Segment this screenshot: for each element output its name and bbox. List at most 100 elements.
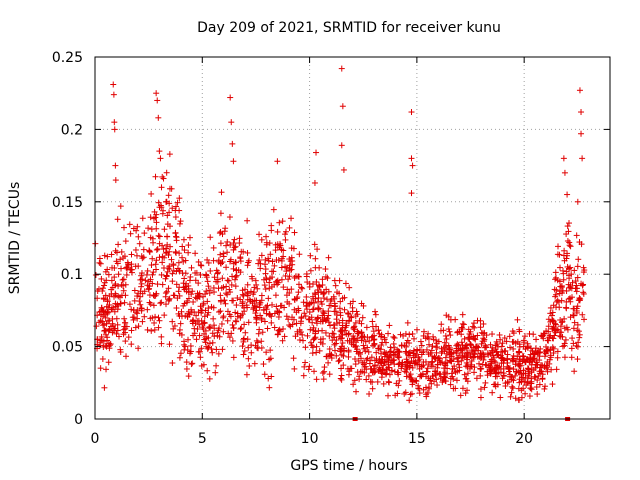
data-point [271,281,278,288]
data-point [318,301,325,308]
data-point [444,365,451,372]
data-point [217,251,224,258]
data-point [227,241,234,248]
data-point [312,328,319,335]
data-point [213,267,220,274]
data-point [430,336,437,343]
data-point [578,109,585,116]
data-point [216,309,223,316]
data-point [224,308,231,315]
data-point [462,344,469,351]
data-point [504,351,511,358]
data-point [151,208,158,215]
data-point [457,346,464,353]
data-point [241,321,248,328]
data-point [395,361,402,368]
data-point [156,317,163,324]
data-point [477,324,484,331]
data-point [303,270,310,277]
data-point [446,346,453,353]
data-point [243,371,250,378]
data-point [182,257,189,264]
data-point [274,307,281,314]
data-point [386,322,393,329]
data-point [567,284,574,291]
data-point [406,397,413,404]
data-point [464,363,471,370]
data-point [299,285,306,292]
data-point [385,378,392,385]
data-point [185,310,192,317]
data-point [155,232,162,239]
data-point [339,295,346,302]
data-point [413,351,420,358]
data-point [212,369,219,376]
data-point [290,316,297,323]
data-point [360,361,367,368]
data-point [570,325,577,332]
data-point [461,371,468,378]
data-point [205,283,212,290]
data-point [444,370,451,377]
data-point [228,281,235,288]
data-point [558,297,565,304]
data-point [150,269,157,276]
data-point [398,365,405,372]
data-point [181,346,188,353]
data-point [131,287,138,294]
data-point [492,381,499,388]
data-point [337,346,344,353]
data-point [331,277,338,284]
data-point [211,274,218,281]
data-point [313,349,320,356]
data-point [464,370,471,377]
data-point [541,353,548,360]
data-point [308,314,315,321]
data-point [445,342,452,349]
data-point [536,357,543,364]
data-point [580,269,587,276]
data-point [95,286,102,293]
data-point [566,265,573,272]
data-point [253,316,260,323]
data-point [476,360,483,367]
data-point [426,341,433,348]
data-point [281,304,288,311]
data-point [300,299,307,306]
data-point [333,316,340,323]
data-point [112,162,119,169]
data-point [152,261,159,268]
data-point [381,358,388,365]
data-point [578,130,585,137]
data-point [169,318,176,325]
data-point [307,267,314,274]
data-point [571,368,578,375]
data-point [572,278,579,285]
data-point [408,109,415,116]
data-point [276,219,283,226]
data-point [302,313,309,320]
data-point [500,370,507,377]
data-point [253,307,260,314]
data-point [286,224,293,231]
data-point [474,332,481,339]
data-point [180,236,187,243]
data-point [207,267,214,274]
data-point [311,290,318,297]
data-point [169,205,176,212]
x-tick-label: 0 [91,431,100,447]
data-point [281,333,288,340]
data-point [145,225,152,232]
data-point [420,362,427,369]
data-point [556,304,563,311]
data-point [442,374,449,381]
data-point [210,315,217,322]
data-point [138,269,145,276]
data-point [151,326,158,333]
data-point [564,252,571,259]
data-point [267,347,274,354]
data-point [345,330,352,337]
data-point [164,212,171,219]
data-point [338,376,345,383]
data-point [140,254,147,261]
